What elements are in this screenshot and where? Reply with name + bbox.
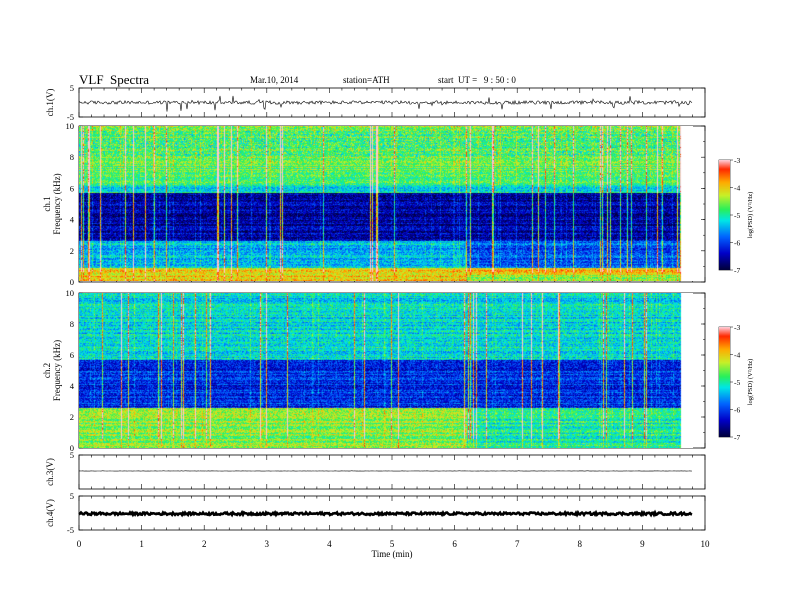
x-tick-label-3: 3 <box>265 539 270 549</box>
y-tick-label: 8 <box>70 152 74 162</box>
x-tick-label-9: 9 <box>640 539 645 549</box>
start-ut-label: start UT = 9 : 50 : 0 <box>438 75 516 85</box>
x-tick-label-7: 7 <box>515 539 520 549</box>
ch2-spectrogram-image <box>79 293 693 448</box>
ch2-colorbar <box>719 327 730 437</box>
y-tick-label: 6 <box>70 183 74 193</box>
ch1-waveform-trace <box>78 95 693 112</box>
ch4-waveform-ylabel: ch.4(V) <box>45 499 55 527</box>
y-tick-label: 4 <box>70 215 75 225</box>
ch1-colorbar <box>719 160 730 270</box>
ch1-spectrogram-image <box>79 126 693 281</box>
colorbar-tick-label: -4 <box>734 184 740 193</box>
y-tick-label: 6 <box>70 350 74 360</box>
x-tick-label-2: 2 <box>202 539 207 549</box>
x-tick-label-10: 10 <box>701 539 711 549</box>
colorbar-tick-label: -4 <box>734 351 740 360</box>
colorbar-tick-label: -6 <box>734 406 740 415</box>
ch1-waveform-ylabel: ch.1(V) <box>45 89 55 117</box>
y-tick-label: 5 <box>70 450 74 460</box>
y-tick-label: 4 <box>70 381 75 391</box>
ch4-waveform-trace <box>78 509 693 518</box>
colorbar-tick-label: -7 <box>734 433 740 442</box>
y-tick-label: 2 <box>70 246 74 256</box>
colorbar-tick-label: -5 <box>734 211 740 220</box>
ch2-spectrogram-colorbar-label: log(PSD) (V²/Hz) <box>747 359 754 406</box>
y-tick-label: -5 <box>67 525 74 535</box>
x-tick-label-0: 0 <box>77 539 82 549</box>
ch1-spectrogram-ylabel: Frequency (kHz) <box>52 173 62 234</box>
colorbar-tick-label: -3 <box>734 323 740 332</box>
x-tick-label-1: 1 <box>139 539 144 549</box>
y-tick-label: -5 <box>67 112 74 122</box>
y-tick-label: 0 <box>70 277 74 287</box>
y-tick-label: 2 <box>70 412 74 422</box>
y-tick-label: 5 <box>70 83 74 93</box>
ch3-waveform-ylabel: ch.3(V) <box>45 458 55 486</box>
x-axis-title: Time (min) <box>372 549 413 559</box>
date-label: Mar.10, 2014 <box>250 75 299 85</box>
ch1-spectrogram-channel-label: ch.1 <box>42 196 52 211</box>
x-tick-label-8: 8 <box>578 539 583 549</box>
ch2-spectrogram-ylabel: Frequency (kHz) <box>52 340 62 401</box>
ch2-spectrogram-channel-label: ch.2 <box>42 363 52 378</box>
y-tick-label: 0 <box>70 443 74 453</box>
colorbar-tick-label: -6 <box>734 239 740 248</box>
colorbar-tick-label: -5 <box>734 378 740 387</box>
ch3-waveform-frame <box>78 454 706 490</box>
y-tick-label: 8 <box>70 319 74 329</box>
y-tick-label: 10 <box>66 121 75 131</box>
x-tick-label-6: 6 <box>452 539 457 549</box>
x-tick-label-5: 5 <box>390 539 395 549</box>
colorbar-tick-label: -7 <box>734 266 740 275</box>
figure-title: VLF Spectra <box>79 72 150 87</box>
station-label: station=ATH <box>343 75 390 85</box>
y-tick-label: 5 <box>70 491 74 501</box>
ch1-spectrogram-colorbar-label: log(PSD) (V²/Hz) <box>747 192 754 239</box>
colorbar-tick-label: -3 <box>734 156 740 165</box>
y-tick-label: 10 <box>66 288 75 298</box>
x-tick-label-4: 4 <box>327 539 332 549</box>
